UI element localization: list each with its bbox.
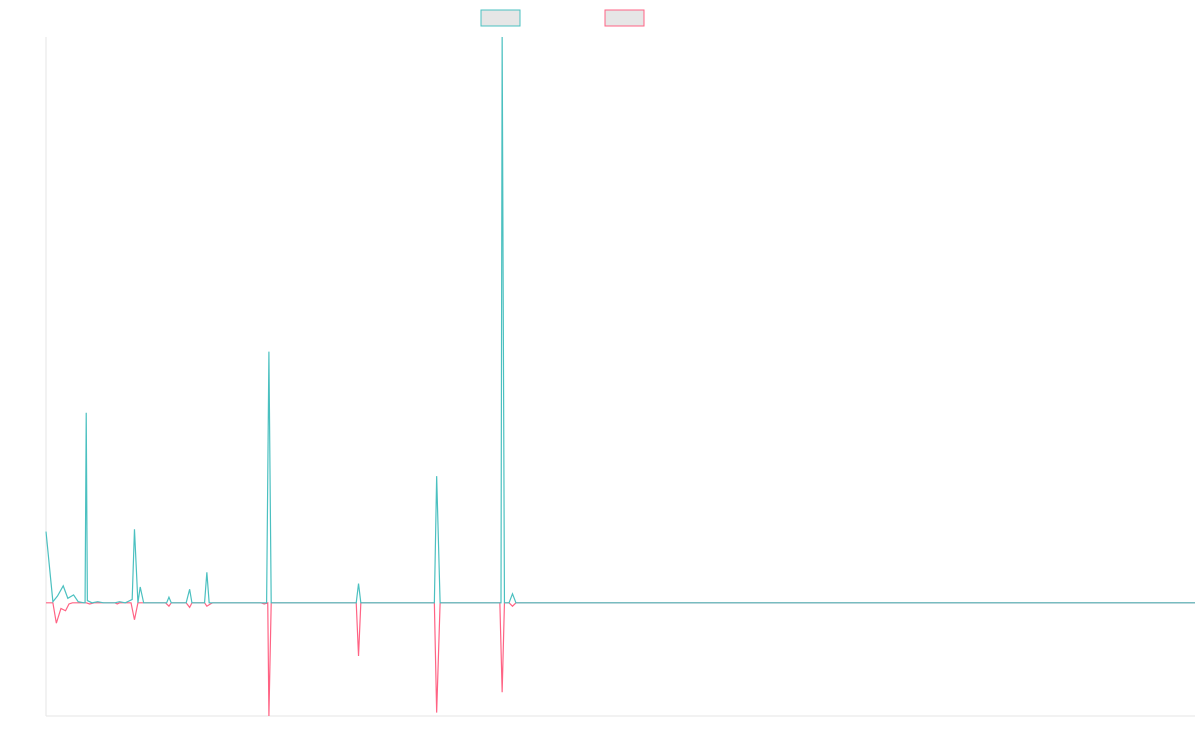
plot-area xyxy=(45,36,1195,717)
legend-swatch-series-a[interactable] xyxy=(480,9,521,27)
chart-legend xyxy=(480,9,645,27)
legend-swatch-series-b[interactable] xyxy=(604,9,645,27)
series-line-a xyxy=(45,36,1195,604)
series-line-b xyxy=(46,602,1195,717)
